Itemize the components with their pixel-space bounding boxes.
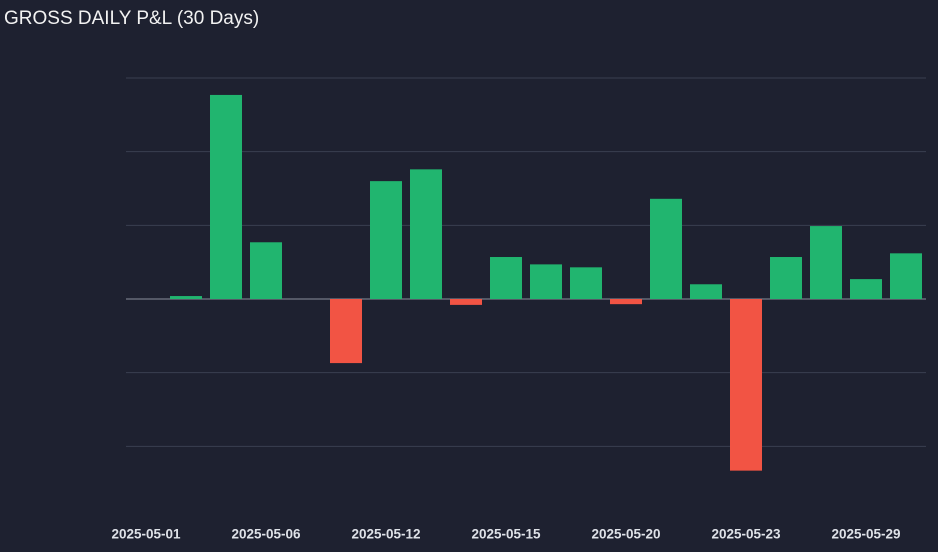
x-tick-label: 2025-05-20	[591, 527, 660, 542]
bar	[370, 181, 402, 299]
x-tick-label: 2025-05-06	[231, 527, 301, 542]
bar	[530, 264, 562, 299]
bar	[810, 226, 842, 299]
chart-title: GROSS DAILY P&L (30 Days)	[4, 8, 259, 29]
x-tick-label: 2025-05-01	[111, 527, 181, 542]
bar	[890, 253, 922, 299]
bar	[250, 242, 282, 299]
bar	[730, 299, 762, 471]
bar	[610, 299, 642, 305]
x-tick-label: 2025-05-29	[831, 527, 900, 542]
bar	[770, 257, 802, 299]
bar	[850, 279, 882, 299]
bar	[210, 94, 242, 300]
bar	[650, 198, 682, 299]
bar	[490, 257, 522, 299]
bar	[170, 296, 202, 299]
x-tick-label: 2025-05-15	[471, 527, 541, 542]
x-tick-label: 2025-05-12	[351, 527, 420, 542]
bar	[330, 299, 362, 364]
bar	[410, 169, 442, 299]
bar	[450, 299, 482, 305]
x-tick-label: 2025-05-23	[711, 527, 781, 542]
bar	[570, 267, 602, 299]
bar	[690, 284, 722, 299]
